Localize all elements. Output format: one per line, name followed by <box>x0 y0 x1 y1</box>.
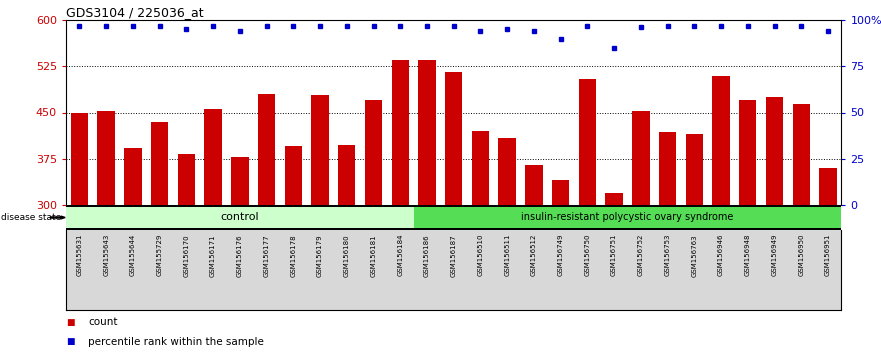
Bar <box>633 111 649 205</box>
Text: ■: ■ <box>66 318 75 327</box>
Bar <box>659 132 677 205</box>
Bar <box>365 100 382 205</box>
Bar <box>766 97 783 205</box>
Bar <box>605 193 623 205</box>
Text: control: control <box>220 212 259 223</box>
Text: GSM156752: GSM156752 <box>638 234 644 276</box>
Text: count: count <box>88 317 117 327</box>
Text: GSM156186: GSM156186 <box>424 234 430 276</box>
Text: GSM156512: GSM156512 <box>531 234 537 276</box>
Bar <box>285 147 302 205</box>
Bar <box>204 109 222 205</box>
Bar <box>178 154 195 205</box>
Text: GSM156176: GSM156176 <box>237 234 243 276</box>
Text: GSM156950: GSM156950 <box>798 234 804 276</box>
Text: disease state: disease state <box>1 213 61 222</box>
Bar <box>258 94 275 205</box>
Text: GSM156751: GSM156751 <box>611 234 617 276</box>
Text: GSM156753: GSM156753 <box>664 234 670 276</box>
Bar <box>151 122 168 205</box>
Bar <box>445 73 463 205</box>
Bar <box>739 100 757 205</box>
Text: GSM156949: GSM156949 <box>772 234 778 276</box>
Text: GSM156948: GSM156948 <box>744 234 751 276</box>
Text: GSM155729: GSM155729 <box>157 234 163 276</box>
Text: ■: ■ <box>66 337 75 346</box>
Bar <box>124 148 142 205</box>
Bar <box>499 138 516 205</box>
Bar <box>579 79 596 205</box>
Text: GSM155644: GSM155644 <box>130 234 136 276</box>
Bar <box>471 131 489 205</box>
Text: GSM156951: GSM156951 <box>825 234 831 276</box>
Text: GSM156511: GSM156511 <box>504 234 510 276</box>
Bar <box>685 134 703 205</box>
Text: insulin-resistant polycystic ovary syndrome: insulin-resistant polycystic ovary syndr… <box>522 212 734 223</box>
Bar <box>793 104 810 205</box>
Text: GSM156180: GSM156180 <box>344 234 350 276</box>
Bar <box>338 145 355 205</box>
Text: GDS3104 / 225036_at: GDS3104 / 225036_at <box>66 6 204 19</box>
Text: GSM156187: GSM156187 <box>451 234 456 276</box>
Bar <box>311 95 329 205</box>
Bar <box>713 75 729 205</box>
Bar <box>552 180 569 205</box>
Text: GSM156171: GSM156171 <box>210 234 216 276</box>
Bar <box>98 111 115 205</box>
Text: GSM156750: GSM156750 <box>584 234 590 276</box>
Text: GSM155631: GSM155631 <box>77 234 83 276</box>
Text: GSM156178: GSM156178 <box>291 234 296 276</box>
Bar <box>70 113 88 205</box>
Text: GSM156181: GSM156181 <box>371 234 376 276</box>
Text: GSM155643: GSM155643 <box>103 234 109 276</box>
Bar <box>413 207 841 228</box>
Bar <box>418 60 436 205</box>
Text: GSM156184: GSM156184 <box>397 234 403 276</box>
Text: GSM156177: GSM156177 <box>263 234 270 276</box>
Bar <box>819 168 837 205</box>
Text: percentile rank within the sample: percentile rank within the sample <box>88 337 264 347</box>
Text: GSM156763: GSM156763 <box>692 234 698 276</box>
Text: GSM156946: GSM156946 <box>718 234 724 276</box>
Text: GSM156179: GSM156179 <box>317 234 323 276</box>
Text: GSM156749: GSM156749 <box>558 234 564 276</box>
Text: GSM156170: GSM156170 <box>183 234 189 276</box>
Text: GSM156510: GSM156510 <box>478 234 484 276</box>
Bar <box>391 60 409 205</box>
Bar <box>66 207 413 228</box>
Bar <box>231 157 248 205</box>
Bar <box>525 165 543 205</box>
